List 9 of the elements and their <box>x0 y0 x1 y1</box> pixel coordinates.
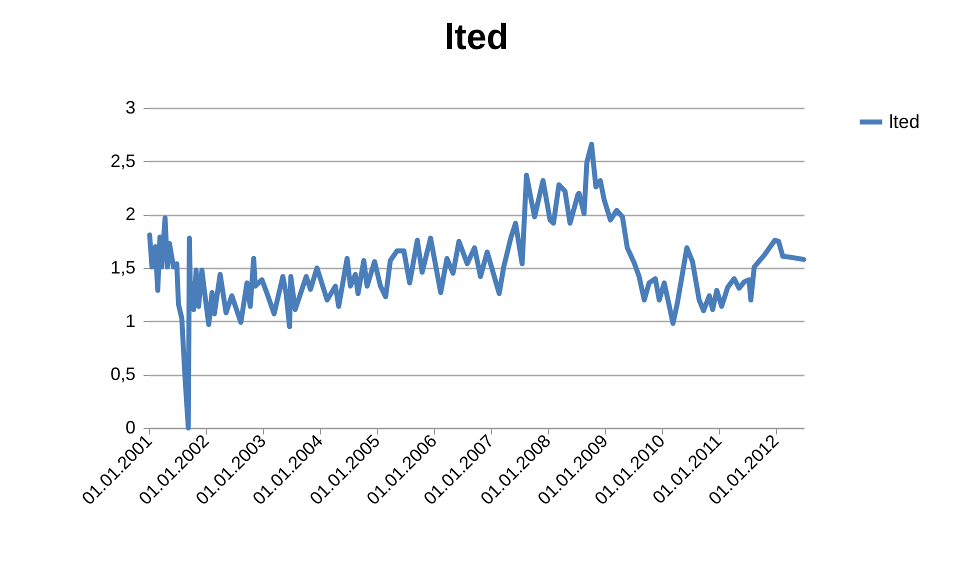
chart-title: lted <box>444 16 509 57</box>
y-tick-label: 1 <box>125 310 136 331</box>
y-tick-label: 2 <box>125 204 136 224</box>
y-tick-label: 0 <box>125 418 136 438</box>
y-tick-label: 1,5 <box>110 258 136 278</box>
y-tick-label: 3 <box>125 98 136 118</box>
y-tick-label: 0,5 <box>110 364 136 384</box>
legend-label: lted <box>889 112 920 133</box>
y-tick-label: 2,5 <box>110 150 136 171</box>
